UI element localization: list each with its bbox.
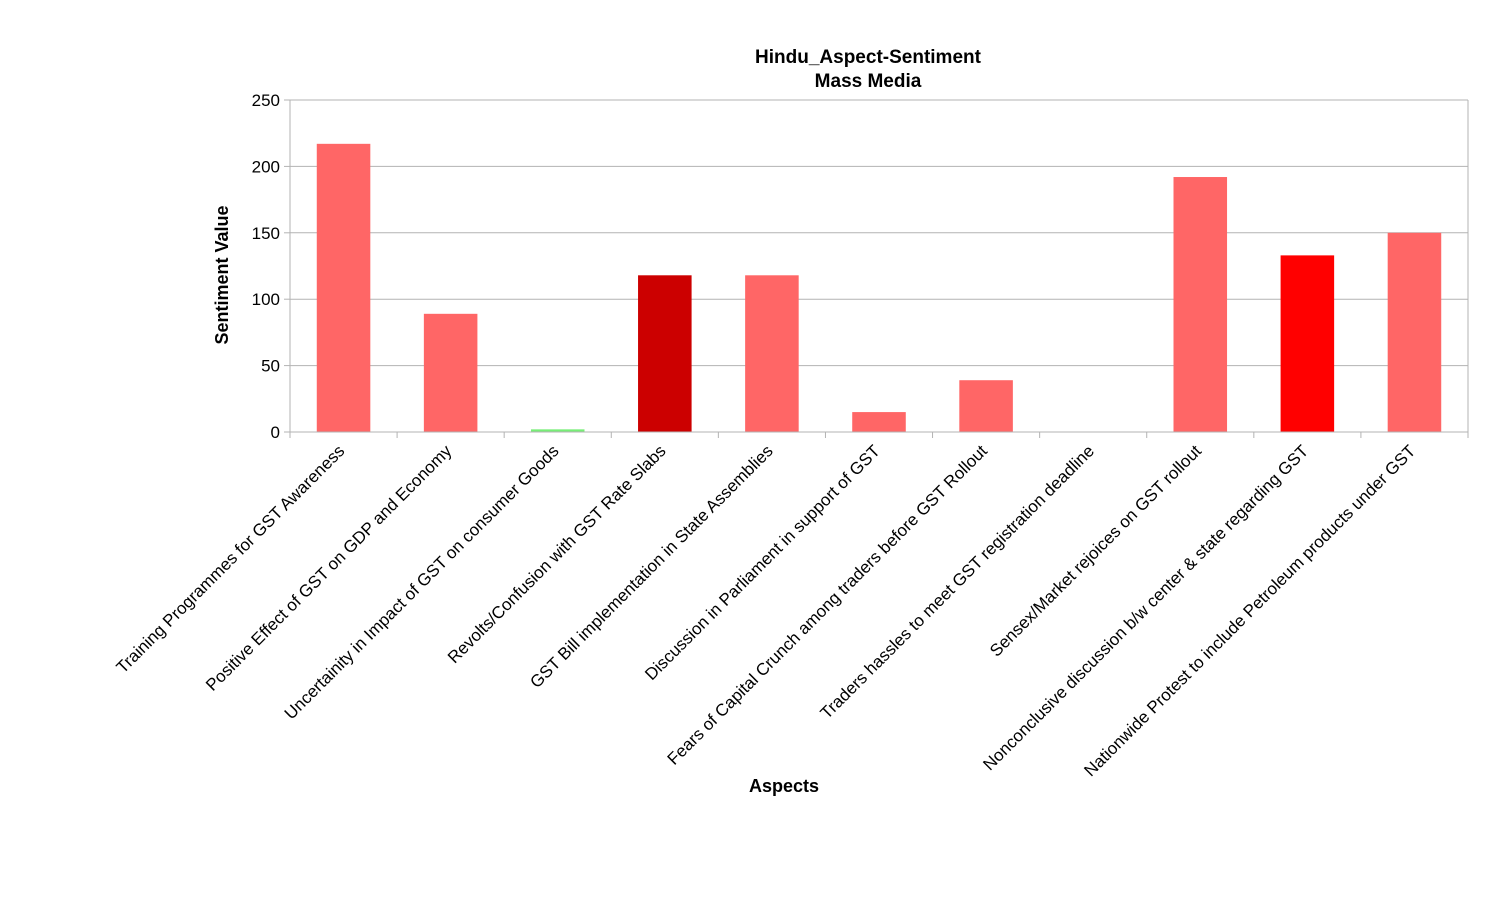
bar [852,412,906,432]
bar [638,275,692,432]
x-category-label: Revolts/Confusion with GST Rate Slabs [444,441,670,667]
y-tick-label: 200 [252,157,280,176]
x-category-label: Discussion in Parliament in support of G… [641,441,884,684]
x-category-label: Sensex/Market rejoices on GST rollout [986,441,1205,660]
bar [959,380,1013,432]
bar [1280,255,1335,432]
chart-subtitle: Mass Media [815,71,922,92]
y-axis-title: Sentiment Value [212,205,232,344]
y-tick-label: 0 [271,423,280,442]
bar [530,429,585,432]
x-category-label: Positive Effect of GST on GDP and Econom… [202,441,456,695]
bar [316,143,371,432]
bar [1173,177,1228,432]
bar [745,275,799,432]
y-tick-label: 100 [252,290,280,309]
axes [284,99,1469,438]
bars [316,143,1442,432]
x-category-labels: Training Programmes for GST AwarenessPos… [113,441,1420,780]
bar [423,313,478,432]
x-category-label: Training Programmes for GST Awareness [113,441,349,677]
bar [1387,232,1442,432]
y-tick-label: 50 [261,357,280,376]
y-tick-labels: 0 50 100 150 200 250 [252,91,280,442]
y-tick-label: 250 [252,91,280,110]
gridlines [290,99,1468,367]
y-tick-label: 150 [252,224,280,243]
chart-title: Hindu_Aspect-Sentiment [755,47,982,68]
x-axis-title: Aspects [749,776,819,796]
x-category-label: GST Bill implementation in State Assembl… [526,441,776,691]
